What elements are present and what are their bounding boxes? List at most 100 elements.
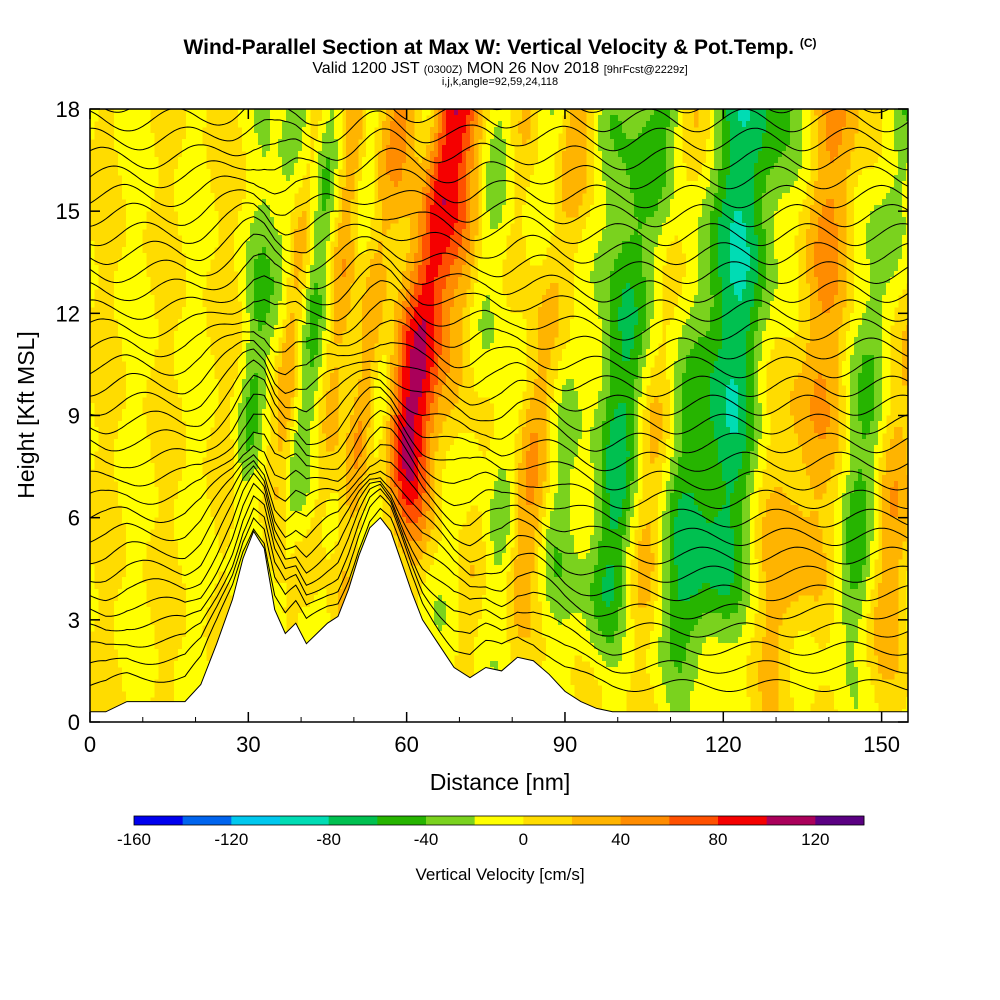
w-cell: [126, 529, 131, 536]
w-cell: [130, 679, 135, 686]
w-cell: [118, 325, 123, 332]
w-cell: [430, 397, 435, 404]
w-cell: [270, 361, 275, 368]
w-cell: [202, 241, 207, 248]
w-cell: [254, 247, 259, 254]
w-cell: [126, 571, 131, 578]
w-cell: [266, 259, 271, 266]
w-cell: [234, 235, 239, 242]
w-cell: [366, 349, 371, 356]
w-cell: [258, 259, 263, 266]
w-cell: [154, 343, 159, 350]
w-cell: [238, 355, 243, 362]
w-cell: [354, 397, 359, 404]
w-cell: [126, 115, 131, 122]
w-cell: [246, 247, 251, 254]
w-cell: [138, 487, 143, 494]
w-cell: [394, 151, 399, 158]
w-cell: [206, 571, 211, 578]
w-cell: [190, 223, 195, 230]
w-cell: [290, 523, 295, 530]
w-cell: [210, 379, 215, 386]
w-cell: [186, 529, 191, 536]
w-cell: [294, 277, 299, 284]
w-cell: [298, 235, 303, 242]
w-cell: [334, 301, 339, 308]
w-cell: [410, 127, 415, 134]
w-cell: [186, 559, 191, 566]
w-cell: [198, 487, 203, 494]
w-cell: [314, 259, 319, 266]
w-cell: [286, 499, 291, 506]
w-cell: [314, 475, 319, 482]
w-cell: [362, 313, 367, 320]
w-cell: [402, 451, 407, 458]
w-cell: [314, 205, 319, 212]
w-cell: [426, 427, 431, 434]
w-cell: [370, 355, 375, 362]
w-cell: [258, 181, 263, 188]
w-cell: [130, 559, 135, 566]
w-cell: [378, 253, 383, 260]
w-cell: [174, 361, 179, 368]
w-cell: [426, 529, 431, 536]
w-cell: [430, 325, 435, 332]
w-cell: [274, 253, 279, 260]
w-cell: [270, 307, 275, 314]
w-cell: [350, 133, 355, 140]
w-cell: [182, 505, 187, 512]
w-cell: [270, 319, 275, 326]
w-cell: [190, 385, 195, 392]
w-cell: [258, 109, 263, 116]
w-cell: [182, 685, 187, 692]
w-cell: [410, 295, 415, 302]
w-cell: [190, 673, 195, 680]
w-cell: [94, 283, 99, 290]
w-cell: [398, 109, 403, 116]
w-cell: [274, 181, 279, 188]
w-cell: [178, 175, 183, 182]
w-cell: [246, 277, 251, 284]
w-cell: [186, 307, 191, 314]
w-cell: [190, 559, 195, 566]
w-cell: [178, 505, 183, 512]
w-cell: [306, 355, 311, 362]
w-cell: [154, 667, 159, 674]
w-cell: [422, 223, 427, 230]
w-cell: [310, 307, 315, 314]
w-cell: [286, 205, 291, 212]
w-cell: [134, 115, 139, 122]
w-cell: [194, 403, 199, 410]
w-cell: [206, 583, 211, 590]
w-cell: [322, 427, 327, 434]
w-cell: [414, 277, 419, 284]
w-cell: [330, 403, 335, 410]
w-cell: [430, 193, 435, 200]
w-cell: [254, 175, 259, 182]
w-cell: [302, 301, 307, 308]
w-cell: [254, 307, 259, 314]
w-cell: [342, 271, 347, 278]
w-cell: [134, 223, 139, 230]
w-cell: [314, 145, 319, 152]
w-cell: [142, 199, 147, 206]
w-cell: [386, 433, 391, 440]
w-cell: [138, 229, 143, 236]
w-cell: [382, 145, 387, 152]
w-cell: [278, 595, 283, 602]
w-cell: [126, 565, 131, 572]
w-cell: [262, 415, 267, 422]
w-cell: [134, 295, 139, 302]
w-cell: [190, 115, 195, 122]
w-cell: [150, 307, 155, 314]
w-cell: [270, 301, 275, 308]
w-cell: [410, 523, 415, 530]
w-cell: [366, 169, 371, 176]
w-cell: [194, 121, 199, 128]
w-cell: [290, 481, 295, 488]
w-cell: [346, 475, 351, 482]
w-cell: [238, 253, 243, 260]
w-cell: [278, 613, 283, 620]
w-cell: [322, 313, 327, 320]
w-cell: [322, 607, 327, 614]
